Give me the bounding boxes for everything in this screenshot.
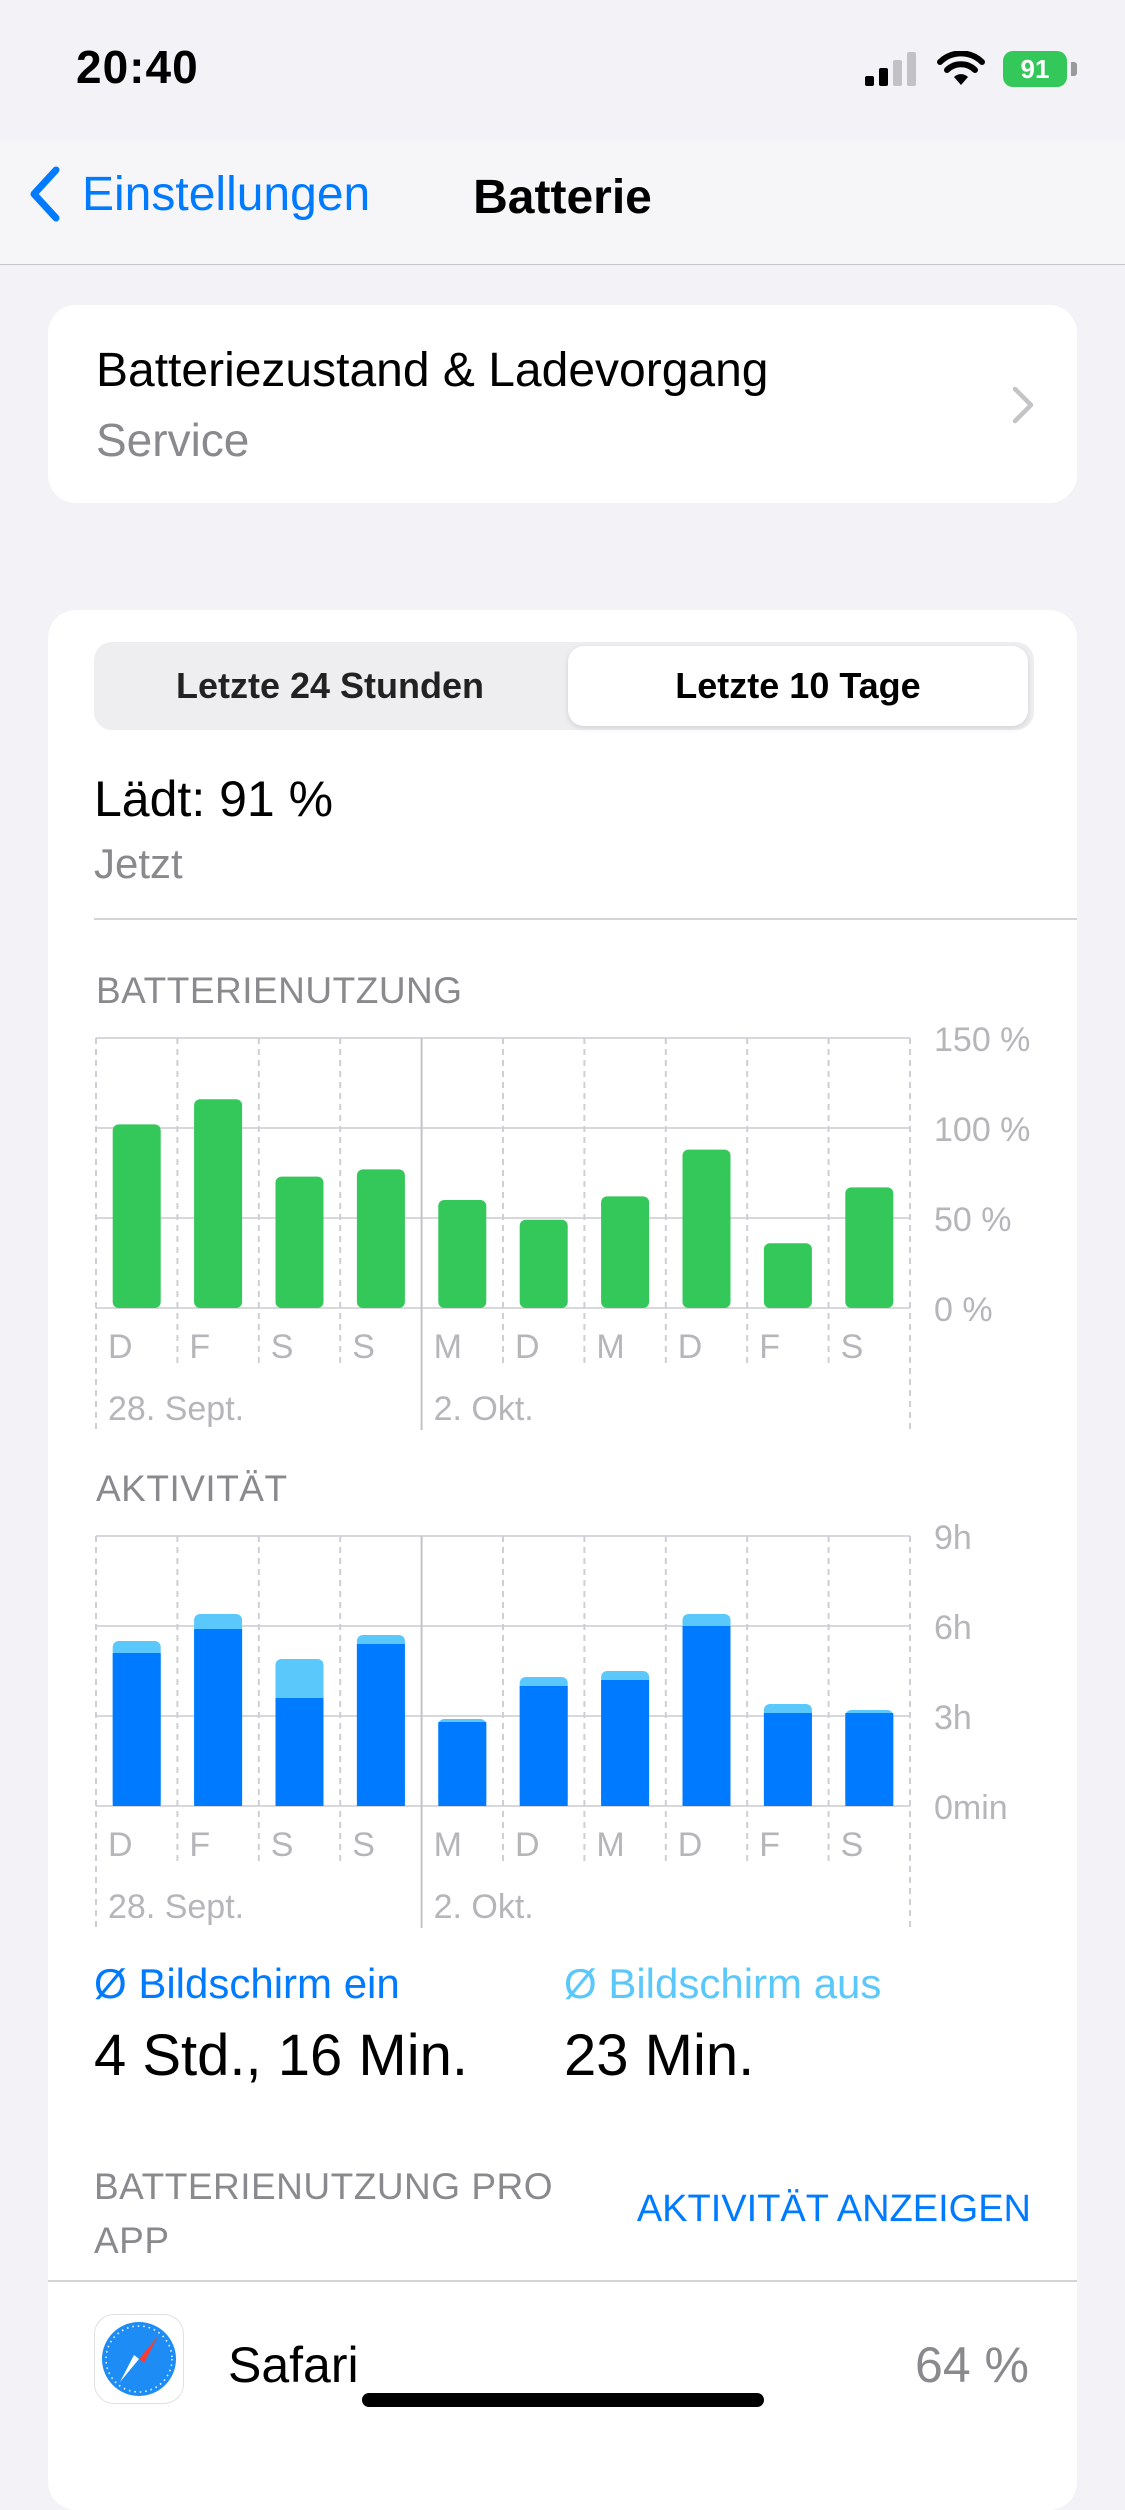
screen-on-value: 4 Std., 16 Min. [94,2023,468,2088]
x-tick-label: D [678,1826,703,1864]
y-tick-label: 6h [934,1609,972,1647]
x-tick-label: S [271,1826,294,1864]
per-app-title: BATTERIENUTZUNG PRO APP [94,2166,553,2261]
activity-chart: 9h 6h 3h 0min D F S S M D M D F S 28. Sept. 2. Okt. [95,1519,1008,1928]
date-label: 2. Okt. [434,1888,534,1926]
y-tick-label: 0min [934,1789,1008,1827]
back-button[interactable]: Einstellungen [24,164,370,224]
x-tick-label: S [271,1328,294,1366]
x-tick-label: D [515,1328,540,1366]
battery-percent: 91 [1020,53,1050,84]
y-tick-label: 50 % [934,1201,1012,1239]
cellular-signal-icon [865,52,916,86]
y-tick-label: 100 % [934,1111,1030,1149]
tab-last-24-hours[interactable]: Letzte 24 Stunden [175,665,485,706]
charge-time: Jetzt [94,840,183,887]
app-row-safari[interactable]: Safari 64 % [48,2280,1077,2450]
divider [94,918,1077,920]
battery-usage-card: Letzte 24 Stunden Letzte 10 Tage Lädt: 9… [48,610,1077,2510]
battery-health-title: Batteriezustand & Ladevorgang [96,344,769,397]
bar [845,1187,894,1308]
bar-screen-on [519,1686,568,1806]
battery-health-row[interactable]: Batteriezustand & Ladevorgang Service [48,305,1077,503]
back-button-label: Einstellungen [82,167,371,221]
app-name: Safari [228,2337,359,2393]
safari-icon [94,2314,184,2404]
battery-nub [1071,62,1077,76]
bar-screen-on [194,1629,243,1806]
bar [763,1243,812,1308]
x-tick-label: F [759,1826,780,1864]
app-percent: 64 % [915,2337,1029,2393]
y-tick-label: 9h [934,1519,972,1557]
charge-status: Lädt: 91 % [94,771,334,827]
bar-screen-on [275,1698,324,1806]
chevron-left-icon [30,166,60,222]
x-tick-label: M [596,1328,624,1366]
y-tick-label: 150 % [934,1021,1030,1059]
x-tick-label: F [189,1826,210,1864]
tab-last-10-days[interactable]: Letzte 10 Tage [568,646,1028,726]
bar [601,1196,650,1308]
battery-chart-label: BATTERIENUTZUNG [96,970,463,1011]
x-tick-label: D [108,1328,133,1366]
battery-icon: 91 [1003,51,1067,87]
status-icons: 91 [865,46,1077,92]
show-activity-button[interactable]: AKTIVITÄT ANZEIGEN [636,2188,1031,2230]
x-tick-label: F [759,1328,780,1366]
screen-off-label: Ø Bildschirm aus [564,1960,882,2007]
chevron-right-icon [1012,386,1034,424]
date-label: 2. Okt. [434,1390,534,1428]
x-tick-label: D [678,1328,703,1366]
date-label: 28. Sept. [108,1888,244,1926]
battery-health-subtitle: Service [96,414,250,466]
x-tick-label: S [352,1826,375,1864]
home-indicator[interactable] [362,2393,764,2407]
divider [48,2280,1077,2282]
date-label: 28. Sept. [108,1390,244,1428]
bar-screen-on [112,1653,161,1806]
bar [194,1099,243,1308]
x-tick-label: M [596,1826,624,1864]
bar-screen-on [356,1644,405,1806]
bar-screen-on [682,1626,731,1806]
x-tick-label: S [841,1826,864,1864]
bar [438,1200,487,1308]
bar [275,1176,324,1308]
bar [356,1169,405,1308]
screen-off-value: 23 Min. [564,2023,755,2088]
x-tick-label: S [841,1328,864,1366]
x-tick-label: F [189,1328,210,1366]
activity-chart-label: AKTIVITÄT [96,1468,288,1509]
y-tick-label: 0 % [934,1291,993,1329]
status-time: 20:40 [76,41,199,93]
x-tick-label: M [434,1328,462,1366]
navigation-bar: Einstellungen Batterie [0,140,1125,265]
segmented-control: Letzte 24 Stunden Letzte 10 Tage [94,642,1034,730]
y-tick-label: 3h [934,1699,972,1737]
status-bar: 20:40 91 [0,0,1125,140]
bar-screen-on [763,1713,812,1806]
bar [519,1219,568,1308]
battery-usage-chart: 150 % 100 % 50 % 0 % D F S S M D M D F S 28. Sept. 2. O… [95,1021,1030,1430]
page-title: Batterie [473,171,652,224]
bar [112,1124,161,1308]
bar-screen-on [601,1680,650,1806]
x-tick-label: D [108,1826,133,1864]
screen-on-label: Ø Bildschirm ein [94,1960,400,2007]
bar-screen-on [438,1722,487,1806]
x-tick-label: D [515,1826,540,1864]
bar-screen-on [845,1713,894,1806]
bar [682,1149,731,1308]
x-tick-label: M [434,1826,462,1864]
x-tick-label: S [352,1328,375,1366]
wifi-icon [937,51,985,85]
